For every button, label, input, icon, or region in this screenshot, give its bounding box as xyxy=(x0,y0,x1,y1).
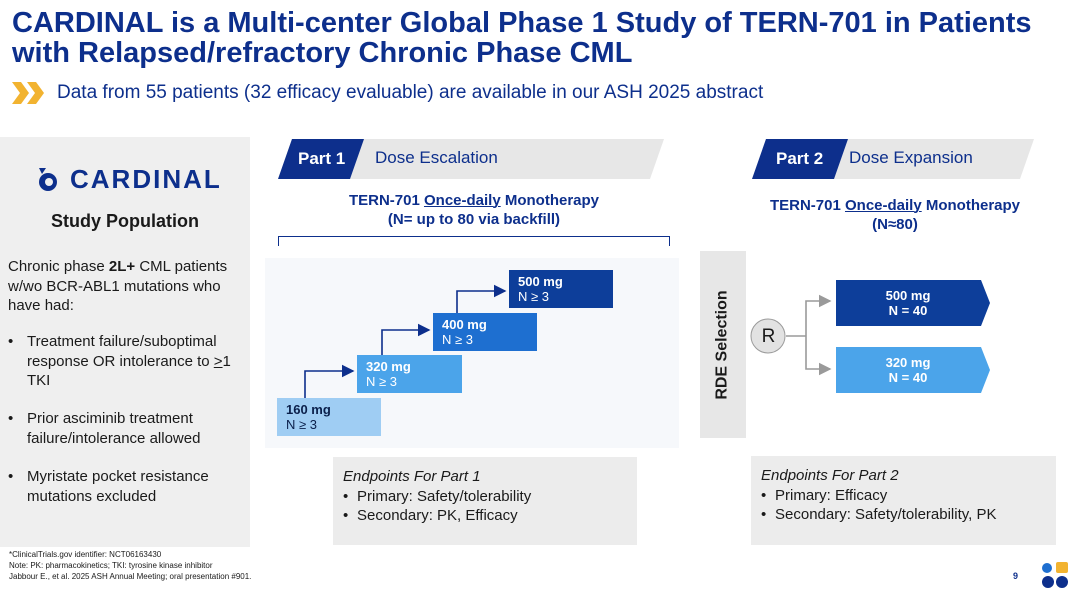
rde-selection-label-wrap: RDE Selection xyxy=(700,251,746,438)
population-bullet-3: • Myristate pocket resistance mutations … xyxy=(8,467,248,506)
study-population-panel xyxy=(0,137,250,547)
part2-endpoint-primary: • Primary: Efficacy xyxy=(761,486,1046,506)
part1-monotherapy: TERN-701 Once-daily Monotherapy (N= up t… xyxy=(278,191,670,229)
footnote-3: Jabbour E., et al. 2025 ASH Annual Meeti… xyxy=(9,572,252,581)
dose-320-n: N ≥ 3 xyxy=(366,374,397,389)
dose-500-label: 500 mg xyxy=(518,274,563,289)
randomization-arrows xyxy=(750,294,832,376)
company-logo-icon xyxy=(1042,562,1068,588)
part2-endpoints-box: Endpoints For Part 2 • Primary: Efficacy … xyxy=(751,456,1056,545)
part2-mono-underlined: Once-daily xyxy=(844,197,922,214)
dose-box-160: 160 mg N ≥ 3 xyxy=(277,398,381,436)
part1-endpoint-primary: • Primary: Safety/tolerability xyxy=(343,487,627,507)
population-bullet-2: • Prior asciminib treatment failure/into… xyxy=(8,409,248,448)
bullet-dot: • xyxy=(343,487,349,505)
randomize-label: R xyxy=(761,326,776,347)
slide-title: CARDINAL is a Multi-center Global Phase … xyxy=(12,7,1032,69)
dose-400-n: N ≥ 3 xyxy=(442,332,473,347)
step-arrow-3 xyxy=(456,284,507,314)
arm-320-dose: 320 mg xyxy=(885,355,931,370)
bullet-dot: • xyxy=(343,507,349,524)
part1-mono-post: Monotherapy xyxy=(500,192,600,209)
population-bullet-1: • Treatment failure/suboptimal response … xyxy=(8,332,248,391)
slide-subtitle: Data from 55 patients (32 efficacy evalu… xyxy=(57,82,764,103)
escalation-arrows xyxy=(304,284,507,398)
bullet-1-text: Treatment failure/suboptimal response OR… xyxy=(27,333,217,370)
part2-endpoint-primary-text: Primary: Efficacy xyxy=(775,486,888,504)
part2-mono-post: Monotherapy xyxy=(921,197,1021,214)
bullet-dot: • xyxy=(8,468,14,485)
arm-500: 500 mg N = 40 xyxy=(836,280,990,326)
rde-selection-label: RDE Selection xyxy=(714,289,732,400)
cardinal-logo-text: CARDINAL xyxy=(70,164,222,194)
dose-320-label: 320 mg xyxy=(366,359,411,374)
part2-label: Part 2 xyxy=(776,149,824,168)
population-intro: Chronic phase 2L+ CML patients w/wo BCR-… xyxy=(8,257,248,316)
arm-500-n: N = 40 xyxy=(888,303,928,318)
part2-endpoints-title: Endpoints For Part 2 xyxy=(761,467,899,484)
part2-endpoint-secondary: • Secondary: Safety/tolerability, PK xyxy=(761,505,1046,525)
bullet-dot: • xyxy=(761,506,767,523)
part1-header-bar xyxy=(278,139,664,179)
part1-mono-count: (N= up to 80 via backfill) xyxy=(387,211,561,228)
dose-160-label: 160 mg xyxy=(286,402,331,417)
part2-monotherapy: TERN-701 Once-daily Monotherapy (N≈80) xyxy=(745,196,1045,234)
part1-endpoints-title: Endpoints For Part 1 xyxy=(343,468,481,485)
dose-500-n: N ≥ 3 xyxy=(518,289,549,304)
dose-160-n: N ≥ 3 xyxy=(286,417,317,432)
arm-320-n: N = 40 xyxy=(888,370,928,385)
part1-label: Part 1 xyxy=(298,149,346,168)
arm-500-shape xyxy=(836,280,990,326)
part1-endpoint-primary-text: Primary: Safety/tolerability xyxy=(357,487,532,505)
part2-mono-pre: TERN-701 xyxy=(769,197,845,214)
dose-box-500: 500 mg N ≥ 3 xyxy=(509,270,613,308)
part1-bracket xyxy=(278,236,670,246)
footnote-1: *ClinicalTrials.gov identifier: NCT06163… xyxy=(9,550,162,559)
step-arrow-2 xyxy=(381,323,431,356)
part1-endpoint-secondary-text: Secondary: PK, Efficacy xyxy=(357,507,518,524)
intro-text-bold: 2L+ xyxy=(108,258,136,275)
bullet-dot: • xyxy=(8,410,14,427)
arm-320: 320 mg N = 40 xyxy=(836,347,990,393)
arm-320-shape xyxy=(836,347,990,393)
bullet-1-text-post: 1 TKI xyxy=(27,352,231,390)
bullet-dot: • xyxy=(8,333,14,350)
part2-mono-count: (N≈80) xyxy=(872,216,918,233)
page-number: 9 xyxy=(1013,571,1019,581)
intro-text-post: CML patients w/wo BCR-ABL1 mutations who… xyxy=(8,258,228,314)
bullet-2-text: Prior asciminib treatment failure/intole… xyxy=(27,410,201,447)
bullet-3-text: Myristate pocket resistance mutations ex… xyxy=(27,468,209,505)
part1-name: Dose Escalation xyxy=(375,148,498,167)
cardinal-logo-icon xyxy=(39,168,57,191)
step-arrow-1 xyxy=(304,364,355,398)
intro-text-pre: Chronic phase xyxy=(8,258,109,275)
rde-selection-box xyxy=(700,251,746,438)
dose-box-400: 400 mg N ≥ 3 xyxy=(433,313,537,351)
footnote-2: Note: PK: pharmacokinetics; TKI: tyrosin… xyxy=(9,561,213,570)
part1-endpoint-secondary: • Secondary: PK, Efficacy xyxy=(343,506,627,526)
bullet-1-geq: > xyxy=(213,352,223,370)
double-chevron-icon xyxy=(12,82,44,104)
part1-endpoints-box: Endpoints For Part 1 • Primary: Safety/to… xyxy=(333,457,637,545)
dose-400-label: 400 mg xyxy=(442,317,487,332)
arm-500-dose: 500 mg xyxy=(885,288,931,303)
part2-endpoint-secondary-text: Secondary: Safety/tolerability, PK xyxy=(775,506,997,523)
part1-mono-pre: TERN-701 xyxy=(348,192,424,209)
study-population-heading: Study Population xyxy=(51,211,199,231)
dose-box-320: 320 mg N ≥ 3 xyxy=(357,355,462,393)
part1-mono-underlined: Once-daily xyxy=(423,192,501,209)
part2-name: Dose Expansion xyxy=(849,148,973,167)
part2-header-bar xyxy=(752,139,1034,179)
bullet-dot: • xyxy=(761,486,767,504)
